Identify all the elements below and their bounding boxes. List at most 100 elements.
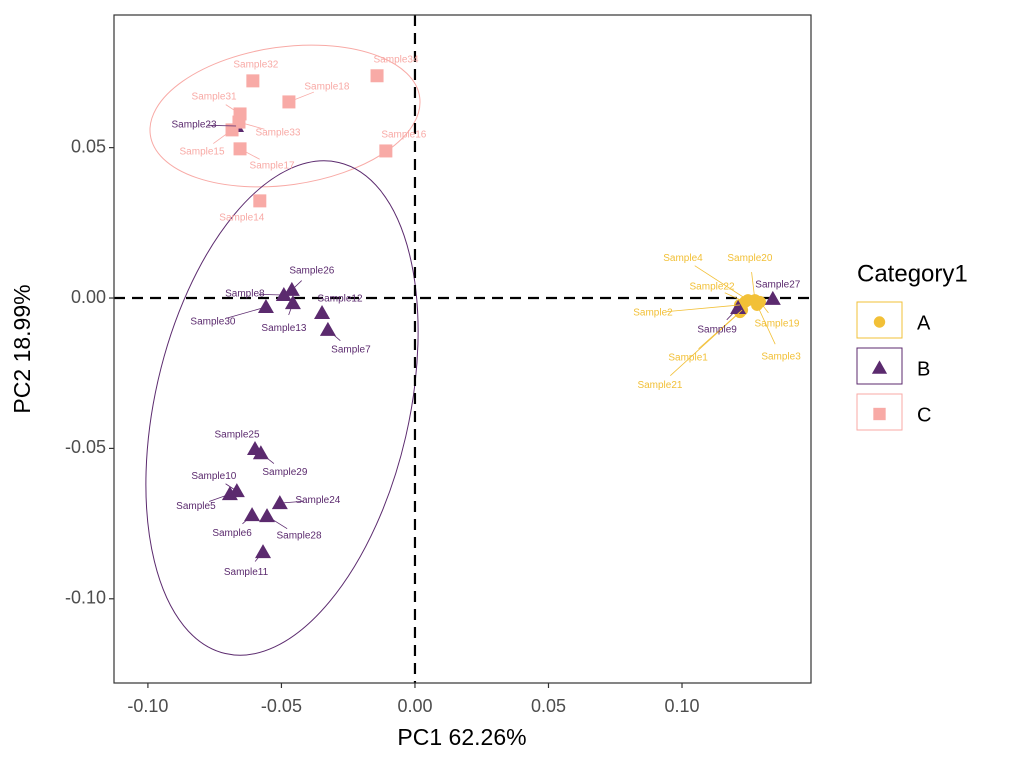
x-tick-label: 0.05 (531, 696, 566, 716)
point-label: Sample17 (250, 160, 295, 171)
point-label: Sample18 (304, 82, 349, 93)
point (221, 486, 238, 501)
point (275, 287, 292, 302)
point-label: Sample26 (289, 266, 334, 277)
point-label: Sample33 (255, 128, 300, 139)
point-label: Sample13 (261, 323, 306, 334)
point-label: Sample9 (697, 325, 737, 336)
point-label: Sample8 (225, 289, 265, 300)
point-label: Sample19 (754, 319, 799, 330)
point-label: Sample34 (374, 54, 419, 65)
point-label: Sample7 (331, 345, 371, 356)
x-axis-title: PC1 62.26% (397, 724, 526, 750)
legend-label: C (917, 404, 931, 426)
point (284, 295, 301, 310)
point (283, 281, 300, 296)
point-label: Sample11 (224, 567, 269, 578)
point (255, 544, 272, 559)
label-leader (258, 293, 284, 296)
y-tick-label: 0.05 (71, 136, 106, 156)
point-label: Sample21 (637, 380, 682, 391)
legend-symbol (873, 316, 886, 328)
point-label: Sample15 (180, 147, 225, 158)
label-leader (266, 515, 288, 529)
label-leader (208, 493, 231, 502)
label-leader (254, 551, 264, 562)
label-leader (291, 280, 302, 291)
point (314, 305, 331, 320)
point-label: Sample3 (761, 352, 801, 363)
point-label: Sample20 (727, 253, 772, 264)
point-label: Sample4 (663, 253, 703, 264)
label-leader (260, 452, 275, 464)
point-label: Sample5 (176, 501, 216, 512)
label-leader (288, 302, 294, 316)
point-label: Sample14 (219, 213, 264, 224)
label-leader (759, 301, 769, 314)
label-leader (239, 148, 260, 160)
point-label: Sample1 (668, 353, 708, 364)
point-label: Sample24 (295, 495, 340, 506)
point (764, 290, 781, 305)
point-label: Sample2 (633, 308, 673, 319)
point (379, 144, 393, 158)
label-leader (756, 304, 776, 345)
point-label: Sample29 (262, 467, 307, 478)
label-leader (225, 104, 241, 115)
y-tick-label: -0.10 (65, 588, 106, 608)
point-label: Sample28 (277, 531, 322, 542)
point-label: Sample12 (318, 294, 363, 305)
label-leader (226, 306, 267, 319)
label-leader (694, 265, 749, 301)
label-leader (279, 500, 304, 504)
point-label: Sample10 (191, 471, 236, 482)
y-tick-label: 0.00 (71, 287, 106, 307)
legend-key (856, 301, 903, 339)
label-leader (751, 271, 756, 301)
label-leader (208, 124, 237, 127)
ellipse-c (149, 44, 421, 188)
x-tick-label: -0.05 (261, 696, 302, 716)
legend-label: B (917, 358, 930, 380)
label-leader (724, 292, 746, 303)
point (370, 69, 384, 83)
legend-symbol (873, 407, 886, 421)
x-tick-label: 0.00 (397, 696, 432, 716)
point (252, 445, 269, 460)
label-leader (666, 304, 741, 313)
label-leader (225, 483, 238, 492)
point (271, 495, 288, 510)
point-label: Sample31 (192, 92, 237, 103)
panel-border (113, 14, 812, 684)
y-tick-label: -0.05 (65, 437, 106, 457)
label-leader (288, 91, 315, 103)
x-tick-label: -0.10 (127, 696, 168, 716)
y-axis-title: PC2 18.99% (9, 284, 35, 413)
ellipse-b (145, 160, 419, 656)
label-leader (242, 514, 253, 525)
label-leader (726, 307, 739, 321)
label-leader (238, 121, 265, 130)
point-label: Sample32 (233, 60, 278, 71)
legend-title: Category1 (857, 260, 968, 287)
x-tick-label: 0.10 (664, 696, 699, 716)
point-label: Sample23 (172, 120, 217, 131)
label-leader (670, 311, 741, 377)
point (253, 194, 267, 208)
label-leader (327, 329, 341, 342)
label-leader (213, 129, 233, 144)
point-label: Sample27 (755, 280, 800, 291)
point (246, 74, 260, 88)
legend-symbol (871, 360, 888, 374)
point-label: Sample30 (190, 317, 235, 328)
point (257, 299, 274, 314)
point-label: Sample6 (212, 528, 252, 539)
point-label: Sample22 (690, 282, 735, 293)
point (244, 507, 261, 522)
point-label: Sample25 (214, 430, 259, 441)
legend-label: A (917, 312, 931, 334)
point-label: Sample16 (381, 130, 426, 141)
point (319, 321, 336, 336)
